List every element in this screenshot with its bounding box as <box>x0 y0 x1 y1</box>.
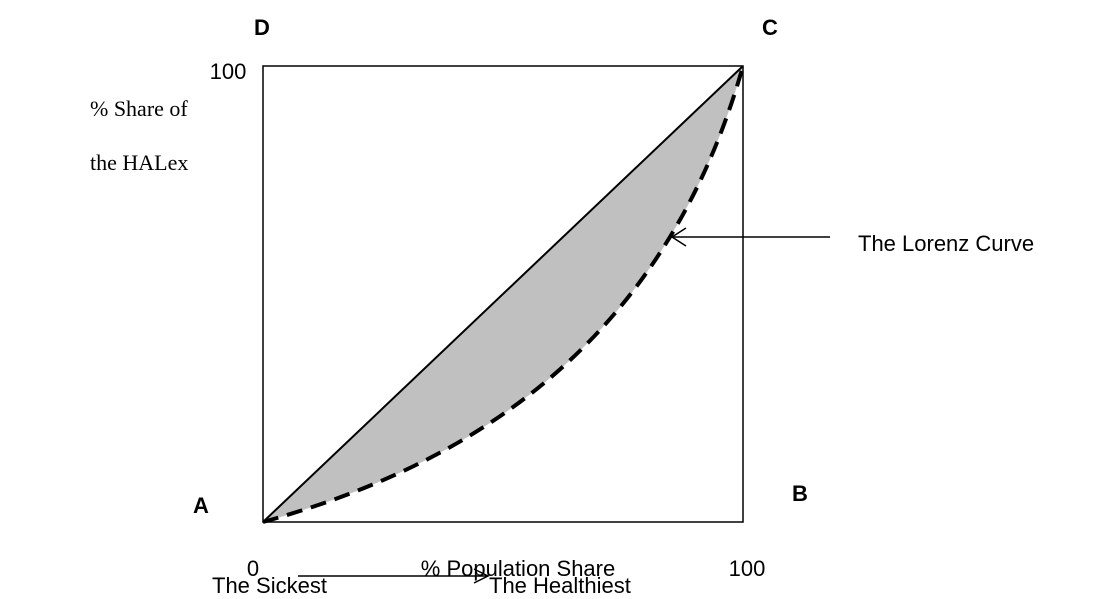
left-end-label: The Sickest <box>212 573 327 598</box>
corner-b: B <box>792 481 808 506</box>
corner-a: A <box>193 493 209 518</box>
x-max-label: 100 <box>729 556 766 581</box>
corner-c: C <box>762 15 778 40</box>
annotation-arrowhead <box>670 227 687 247</box>
y-axis-label: % Share of <box>90 96 188 121</box>
y-axis-label: the HALex <box>90 150 188 175</box>
x-axis-label: % Population Share <box>421 556 615 581</box>
x-min-label: 0 <box>247 556 259 581</box>
equality-line <box>262 65 744 523</box>
y-max-label: 100 <box>210 59 247 84</box>
right-end-label: The Healthiest <box>489 573 631 598</box>
direction-arrowhead <box>473 568 490 584</box>
lorenz-curve <box>262 65 745 524</box>
frame <box>262 65 744 523</box>
annotation-label: The Lorenz Curve <box>858 231 1034 256</box>
corner-d: D <box>254 15 270 40</box>
